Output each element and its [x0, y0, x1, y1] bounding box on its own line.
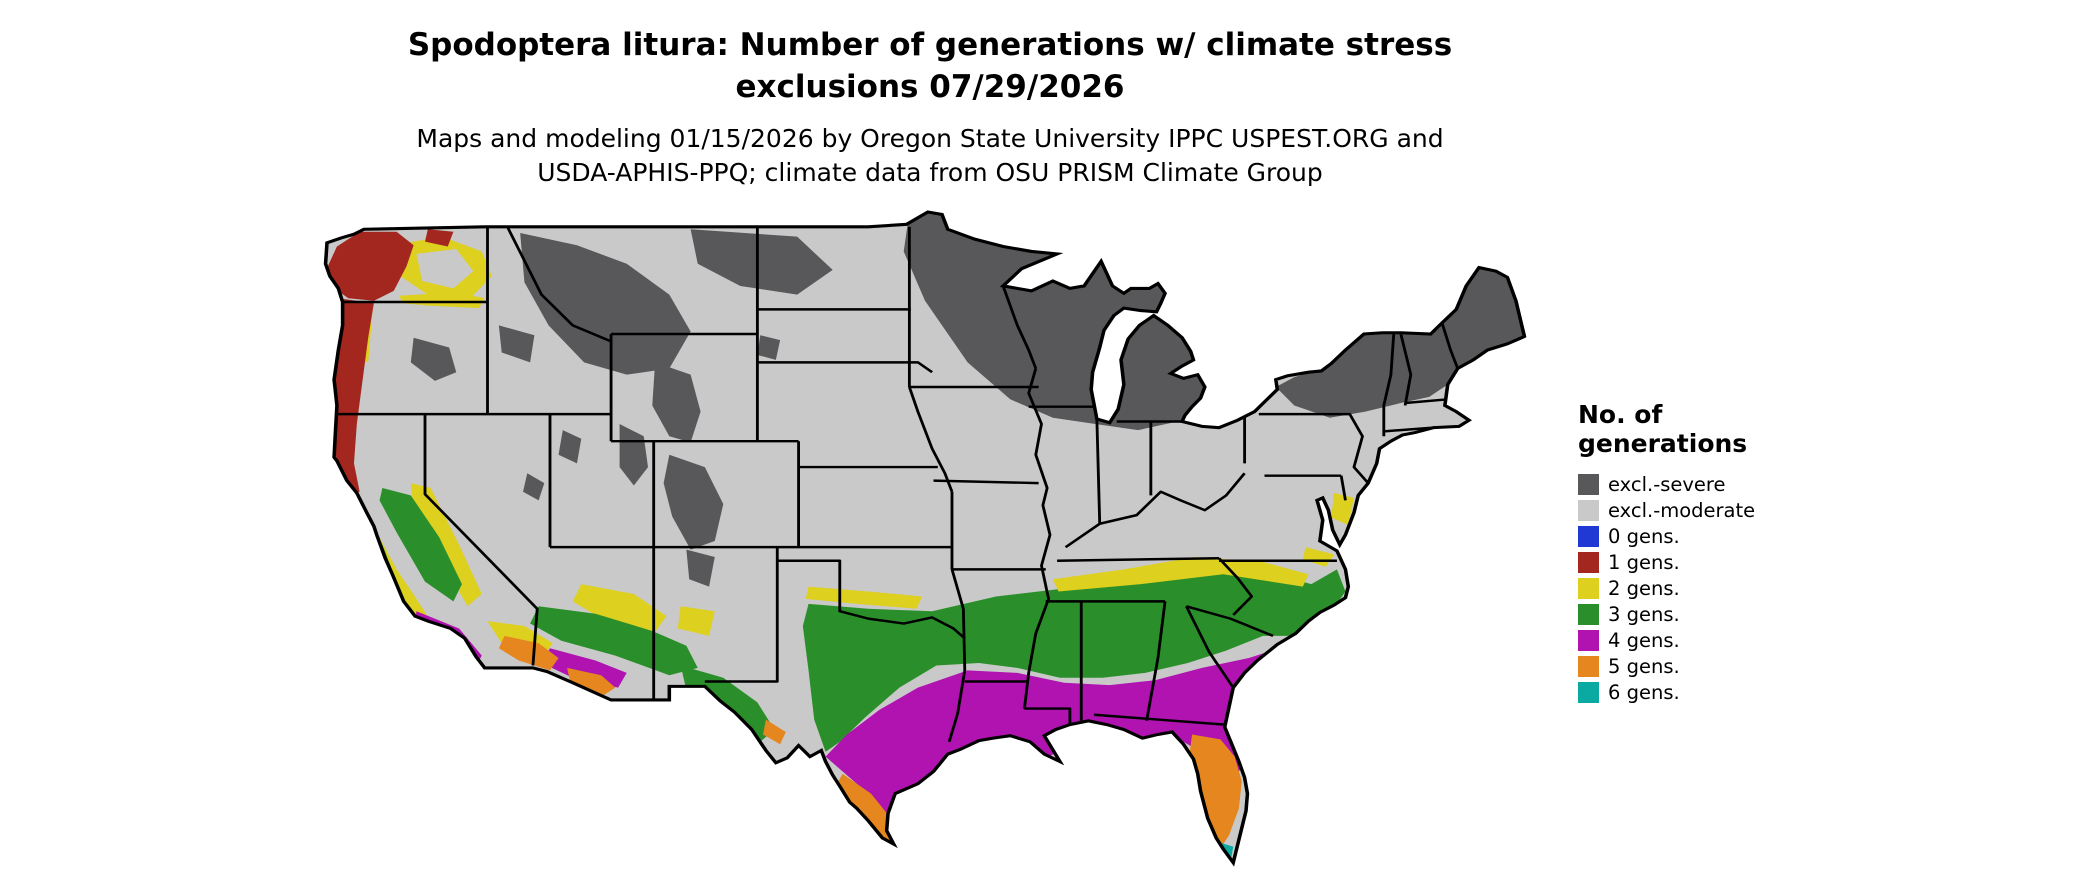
- legend-swatch-5-gens: [1578, 655, 1599, 677]
- title-line-2: exclusions 07/29/2026: [735, 69, 1125, 105]
- legend-item: excl.-moderate: [1578, 497, 1755, 523]
- legend-items: excl.-severe excl.-moderate 0 gens. 1 ge…: [1578, 471, 1755, 705]
- legend-label: 6 gens.: [1608, 680, 1680, 704]
- legend-item: 3 gens.: [1578, 601, 1755, 627]
- legend-item: 1 gens.: [1578, 549, 1755, 575]
- legend-swatch-4-gens: [1578, 629, 1599, 651]
- legend-title-line-1: No. of: [1578, 400, 1663, 429]
- legend-label: 0 gens.: [1608, 524, 1680, 548]
- legend-swatch-1-gens: [1578, 551, 1599, 573]
- subtitle-line-1: Maps and modeling 01/15/2026 by Oregon S…: [416, 124, 1444, 153]
- legend-label: 4 gens.: [1608, 628, 1680, 652]
- us-generations-map: [300, 196, 1550, 890]
- page-subtitle: Maps and modeling 01/15/2026 by Oregon S…: [230, 122, 1630, 190]
- legend-label: 3 gens.: [1608, 602, 1680, 626]
- legend-swatch-2-gens: [1578, 577, 1599, 599]
- legend-swatch-6-gens: [1578, 681, 1599, 703]
- legend-item: 2 gens.: [1578, 575, 1755, 601]
- page-title: Spodoptera litura: Number of generations…: [230, 24, 1630, 108]
- legend-label: excl.-moderate: [1608, 498, 1756, 522]
- legend-swatch-3-gens: [1578, 603, 1599, 625]
- legend-swatch-excl-moderate: [1578, 499, 1599, 521]
- legend-item: 0 gens.: [1578, 523, 1755, 549]
- legend-swatch-0-gens: [1578, 525, 1599, 547]
- legend-title: No. of generations: [1578, 400, 1755, 458]
- legend-label: 1 gens.: [1608, 550, 1680, 574]
- subtitle-line-2: USDA-APHIS-PPQ; climate data from OSU PR…: [537, 158, 1323, 187]
- legend-label: 2 gens.: [1608, 576, 1680, 600]
- title-line-1: Spodoptera litura: Number of generations…: [407, 27, 1453, 63]
- legend-item: 4 gens.: [1578, 627, 1755, 653]
- map-basin-interior: [416, 248, 474, 289]
- legend-item: excl.-severe: [1578, 471, 1755, 497]
- us-map-svg: [323, 210, 1527, 865]
- state-borders: [334, 226, 1460, 743]
- legend-label: excl.-severe: [1608, 472, 1726, 496]
- map-layer-2-gens-east: [1052, 557, 1309, 592]
- legend-label: 5 gens.: [1608, 654, 1680, 678]
- legend-swatch-excl-severe: [1578, 473, 1599, 495]
- legend-title-line-2: generations: [1578, 429, 1748, 458]
- map-layer-excl-severe: [410, 212, 1525, 587]
- map-layer-1-gens: [325, 229, 454, 496]
- legend: No. of generations excl.-severe excl.-mo…: [1578, 400, 1755, 705]
- legend-item: 6 gens.: [1578, 679, 1755, 705]
- legend-item: 5 gens.: [1578, 653, 1755, 679]
